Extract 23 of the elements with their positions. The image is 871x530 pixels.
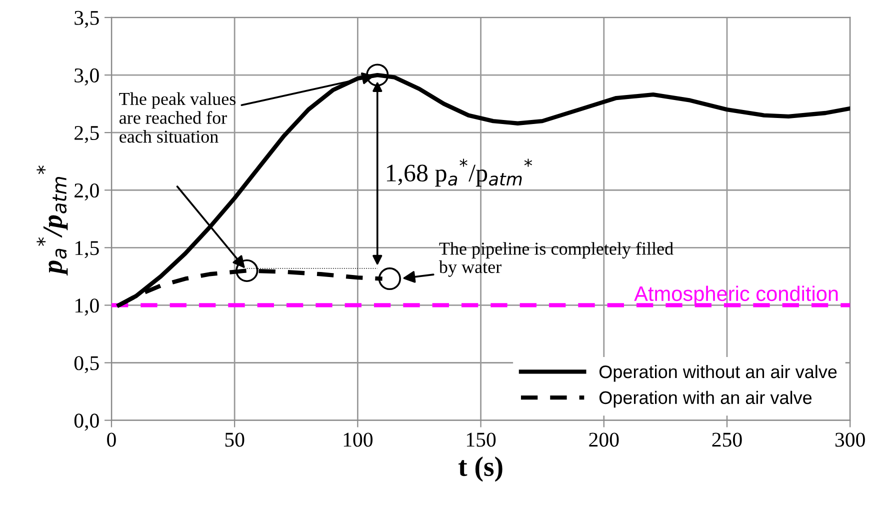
annotation: 1,68 p$_{a}$$^{*}$/p$_{atm}$$^{*}$ [386,158,532,187]
y-axis-title: p$_{a}$$^{*}$/p$_{atm}$$^{*}$ [36,166,68,276]
x-tick-label: 100 [344,432,373,447]
annotation: The peak values are reached for each situation [119,92,236,143]
annotation: The pipeline is completely filled by water [438,242,674,277]
y-tick-label: 0,0 [74,414,99,431]
x-tick-label: 300 [835,432,865,447]
y-tick-label: 1,0 [75,298,99,316]
y-tick-label: 1,5 [75,241,99,258]
x-tick-label: 200 [589,432,619,447]
y-tick-label: 0,5 [74,356,99,374]
y-tick-label: 2,0 [74,183,99,201]
x-axis-title: t (s) [458,456,502,482]
y-tick-label: 3,5 [74,10,99,28]
x-tick-label: 250 [712,432,742,447]
legend-label: Operation without an air valve [599,364,837,382]
y-tick-label: 2,5 [74,126,99,144]
x-tick-label: 50 [225,432,244,447]
legend-label: Operation with an air valve [599,390,812,408]
ref-line-label: Atmospheric condition [634,286,838,306]
x-tick-label: 150 [467,432,496,447]
y-tick-label: 3,0 [74,68,99,86]
x-tick-label: 0 [107,432,116,447]
